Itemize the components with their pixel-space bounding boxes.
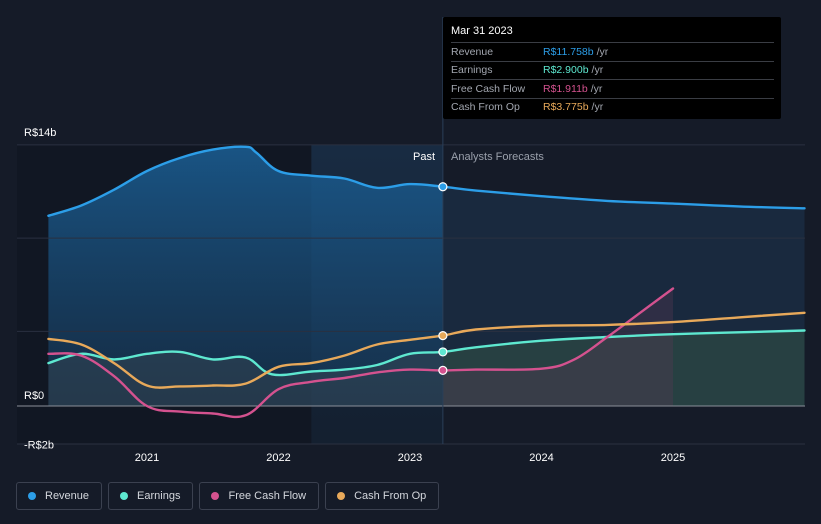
earnings-area-past	[48, 351, 443, 406]
x-tick-label: 2021	[135, 452, 159, 464]
legend-dot-icon	[337, 492, 346, 500]
earnings-area-forecast	[442, 330, 805, 406]
legend-item-cash-from-op[interactable]: Cash From Op	[325, 482, 440, 510]
legend-label: Free Cash Flow	[228, 490, 307, 502]
past-label: Past	[413, 151, 435, 163]
legend-item-free-cash-flow[interactable]: Free Cash Flow	[199, 482, 320, 510]
tooltip-label: Earnings	[451, 64, 493, 77]
x-tick-label: 2024	[529, 452, 553, 464]
marker-revenue[interactable]	[438, 182, 448, 192]
y-tick-label: R$14b	[24, 127, 56, 139]
x-tick-label: 2022	[266, 452, 290, 464]
marker-cash-from-op[interactable]	[438, 330, 448, 341]
tooltip-label: Free Cash Flow	[451, 82, 526, 95]
tooltip: Mar 31 2023 Revenue R$11.758b /yr Earnin…	[443, 17, 781, 119]
x-tick-label: 2023	[398, 452, 422, 464]
tooltip-date: Mar 31 2023	[451, 25, 513, 37]
marker-earnings[interactable]	[438, 347, 448, 357]
tooltip-value: R$2.900b	[543, 64, 589, 77]
series-line-revenue	[47, 145, 806, 217]
legend-dot-icon	[211, 492, 220, 500]
tooltip-row-earnings: Earnings R$2.900b /yr	[451, 60, 774, 80]
marker-free-cash-flow[interactable]	[438, 365, 448, 375]
forecast-label: Analysts Forecasts	[451, 151, 544, 163]
tooltip-label: Cash From Op	[451, 101, 520, 114]
tooltip-label: Revenue	[451, 45, 494, 58]
y-tick-label: R$0	[24, 390, 44, 402]
revenue-area-past	[48, 146, 443, 407]
legend: Revenue Earnings Free Cash Flow Cash Fro…	[16, 482, 440, 510]
tooltip-unit: /yr	[591, 101, 604, 114]
series-line-earnings	[47, 329, 806, 377]
tooltip-row-revenue: Revenue R$11.758b /yr	[451, 42, 774, 61]
fcf-area-forecast	[442, 288, 673, 406]
tooltip-unit: /yr	[591, 64, 604, 77]
tooltip-row-cash-from-op: Cash From Op R$3.775b /yr	[451, 97, 774, 117]
series-line-cash-from-op	[47, 311, 806, 389]
chart-canvas: Past Analysts Forecasts R$14b R$0 -R$2b 202…	[17, 17, 806, 464]
legend-label: Revenue	[45, 490, 90, 502]
legend-item-earnings[interactable]: Earnings	[108, 482, 194, 510]
y-tick-label: -R$2b	[24, 439, 54, 451]
legend-dot-icon	[28, 492, 36, 500]
tooltip-unit: /yr	[596, 45, 609, 58]
tooltip-value: R$3.775b	[543, 101, 589, 114]
legend-item-revenue[interactable]: Revenue	[16, 482, 103, 510]
x-tick-label: 2025	[661, 452, 685, 464]
legend-label: Earnings	[137, 490, 181, 502]
legend-label: Cash From Op	[354, 490, 427, 502]
legend-dot-icon	[120, 492, 129, 500]
tooltip-unit: /yr	[590, 82, 603, 95]
tooltip-value: R$11.758b	[543, 45, 594, 58]
series-line-free-cash-flow	[47, 287, 675, 419]
tooltip-row-free-cash-flow: Free Cash Flow R$1.911b /yr	[451, 79, 774, 98]
tooltip-value: R$1.911b	[543, 82, 588, 95]
